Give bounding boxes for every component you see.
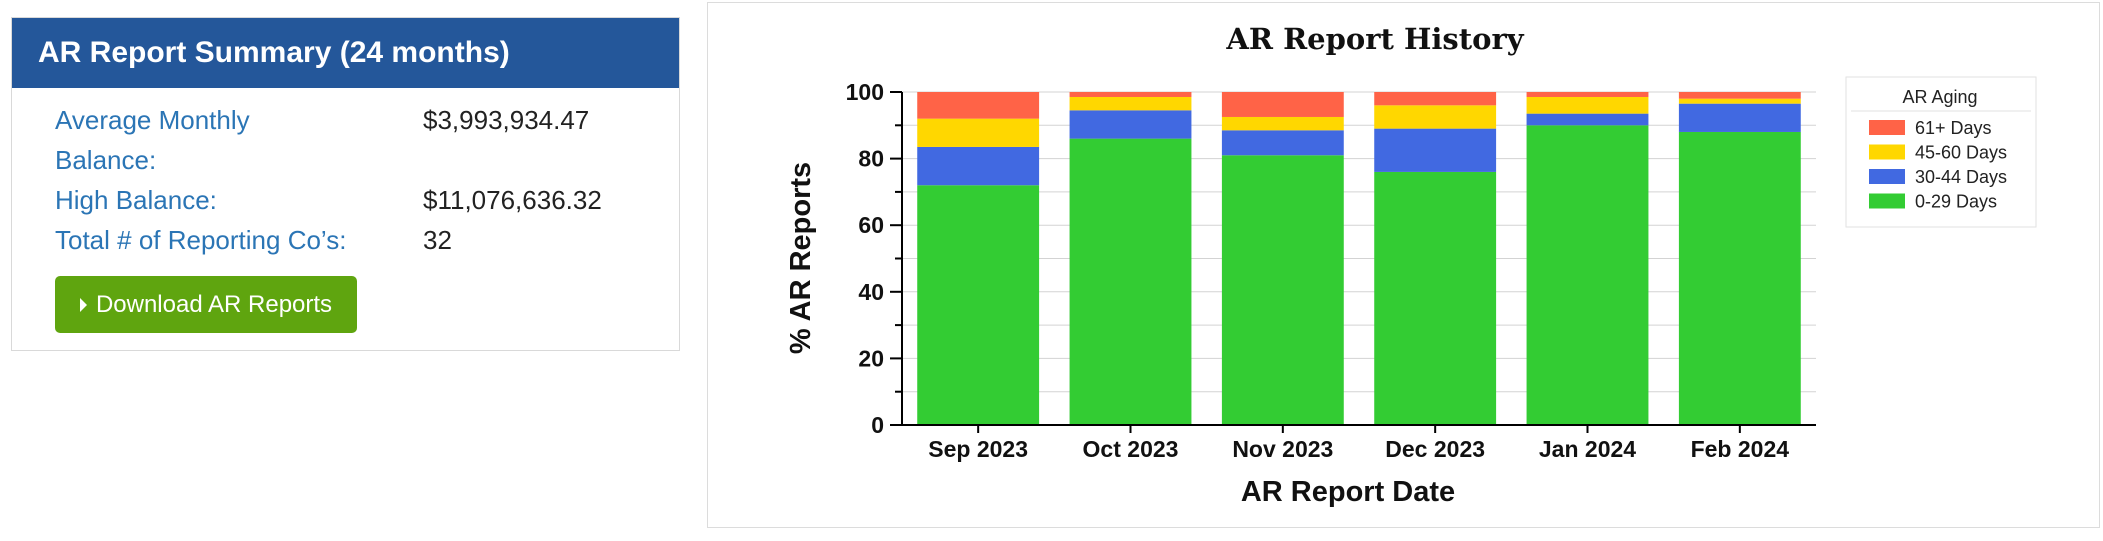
bar-segment-30-44-days [1678, 103, 1801, 132]
grid-lines [902, 91, 1816, 393]
x-tick-label: Oct 2023 [1083, 436, 1179, 462]
bar-segment-0-29-days [1678, 131, 1801, 425]
legend-label: 61+ Days [1915, 118, 1992, 138]
reporting-companies-label: Total # of Reporting Co’s: [55, 225, 347, 255]
bar-segment-0-29-days [1374, 171, 1497, 425]
average-balance-value: $3,993,934.47 [423, 105, 590, 135]
bar-segment-45-60-days [1221, 116, 1344, 131]
legend-swatch-30-44-days [1869, 169, 1905, 184]
legend-swatch-0-29-days [1869, 193, 1905, 209]
y-axis-title: % AR Reports [785, 162, 817, 354]
bar-segment-0-29-days [1526, 125, 1649, 426]
bar-segment-61-days [917, 92, 1040, 119]
bar-segment-45-60-days [1526, 96, 1649, 114]
y-tick-label: 20 [858, 345, 884, 371]
bar-segment-30-44-days [1221, 130, 1344, 156]
bar-segment-61-days [1069, 92, 1192, 97]
legend-title: AR Aging [1902, 87, 1977, 107]
y-tick-label: 60 [858, 212, 884, 238]
high-balance-label: High Balance: [55, 185, 217, 215]
bars [917, 92, 1801, 426]
legend-label: 45-60 Days [1915, 143, 2007, 163]
caret-right-icon [79, 297, 87, 312]
legend-swatch-45-60-days [1869, 144, 1905, 160]
bar-segment-30-44-days [1526, 113, 1649, 126]
x-tick-label: Nov 2023 [1232, 436, 1333, 462]
x-tick-label: Sep 2023 [928, 436, 1028, 462]
y-tick-label: 100 [846, 79, 884, 105]
x-tick-label: Jan 2024 [1539, 436, 1636, 462]
bar-segment-45-60-days [1678, 98, 1801, 104]
y-tick-label: 40 [858, 279, 884, 305]
reporting-companies-value: 32 [423, 225, 452, 255]
bar-segment-0-29-days [1221, 155, 1344, 425]
legend-swatch-61-days [1869, 120, 1905, 135]
legend-label: 0-29 Days [1915, 192, 1997, 212]
x-axis-title: AR Report Date [1241, 476, 1455, 508]
average-balance-label: Average Monthly Balance: [55, 105, 250, 175]
bar-segment-30-44-days [1069, 110, 1192, 139]
bar-segment-61-days [1374, 92, 1497, 106]
ar-summary-panel: AR Report Summary (24 months) Average Mo… [11, 17, 680, 351]
download-ar-reports-label: Download AR Reports [95, 290, 333, 318]
bar-segment-30-44-days [1374, 128, 1497, 172]
ar-history-chart-panel: AR Report History Sep 2023 Oct 2023 Nov 20… [707, 2, 2100, 528]
bar-segment-0-29-days [1069, 138, 1192, 425]
x-tick-label: Dec 2023 [1385, 436, 1485, 462]
legend-label: 30-44 Days [1915, 167, 2007, 187]
summary-title: AR Report Summary (24 months) [38, 36, 510, 69]
bar-segment-61-days [1678, 92, 1801, 99]
legend: AR Aging 61+ Days 45-60 Days 30-44 Days 0-2… [1845, 76, 2037, 228]
ar-history-chart: AR Report History Sep 2023 Oct 2023 Nov 20… [785, 22, 2037, 508]
x-tick-label: Feb 2024 [1691, 436, 1790, 462]
axes: Sep 2023 Oct 2023 Nov 2023 Dec 2023 Jan 2024… [846, 79, 1816, 462]
bar-segment-61-days [1526, 92, 1649, 97]
chart-title: AR Report History [1225, 22, 1524, 56]
summary-header: AR Report Summary (24 months) [12, 18, 679, 88]
download-ar-reports-button[interactable]: Download AR Reports [55, 276, 357, 333]
bar-segment-45-60-days [917, 118, 1040, 147]
bar-segment-61-days [1221, 92, 1344, 117]
y-tick-label: 0 [871, 412, 884, 438]
bar-segment-0-29-days [917, 185, 1040, 425]
bar-segment-30-44-days [917, 146, 1040, 186]
bar-segment-45-60-days [1374, 105, 1497, 129]
y-tick-label: 80 [858, 146, 884, 172]
high-balance-value: $11,076,636.32 [423, 185, 602, 215]
bar-segment-45-60-days [1069, 96, 1192, 111]
